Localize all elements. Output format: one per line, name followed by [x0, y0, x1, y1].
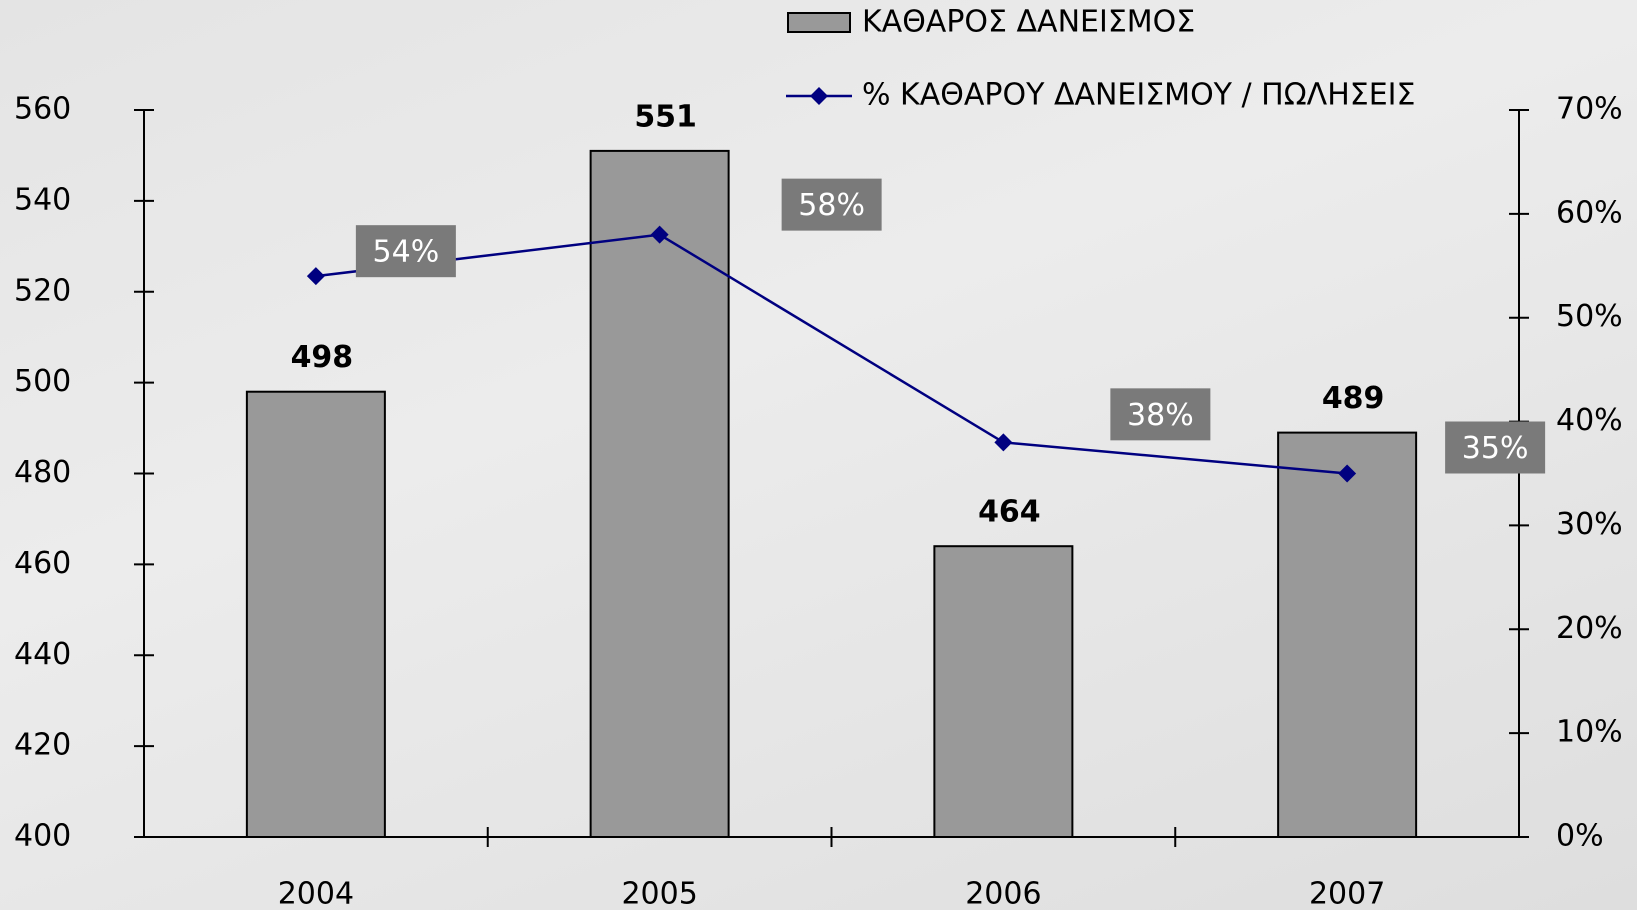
y-tick-label: 480 [14, 455, 71, 490]
y-tick-label: 500 [14, 364, 71, 399]
y2-tick-label: 70% [1556, 92, 1623, 127]
bar-value-label: 498 [291, 340, 354, 375]
line-marker [650, 225, 669, 244]
x-tick-label: 2007 [1309, 877, 1385, 910]
bar [1277, 431, 1418, 838]
bar [933, 545, 1074, 838]
legend-label: % ΚΑΘΑΡΟΥ ΔΑΝΕΙΣΜΟΥ / ΠΩΛΗΣΕΙΣ [862, 78, 1415, 113]
line-value-label: 58% [798, 188, 865, 223]
bar-value-label: 464 [978, 495, 1041, 530]
y2-tick-label: 0% [1556, 819, 1604, 854]
line-label-box [781, 178, 882, 231]
line-value-label: 54% [373, 235, 440, 270]
line-label-box [355, 225, 456, 278]
legend-marker [810, 87, 828, 105]
legend-label: ΚΑΘΑΡΟΣ ΔΑΝΕΙΣΜΟΣ [862, 5, 1195, 40]
x-tick-label: 2004 [278, 877, 354, 910]
x-tick-label: 2006 [965, 877, 1041, 910]
y-tick-label: 420 [14, 728, 71, 763]
y-tick-label: 460 [14, 546, 71, 581]
y2-tick-label: 40% [1556, 403, 1623, 438]
y-tick-label: 540 [14, 182, 71, 217]
y-tick-label: 520 [14, 273, 71, 308]
bar-value-label: 489 [1322, 381, 1385, 416]
line-value-label: 35% [1462, 431, 1529, 466]
line-value-label: 38% [1127, 398, 1194, 433]
line [315, 233, 1348, 475]
legend-swatch [787, 12, 851, 33]
bar-value-label: 551 [634, 99, 697, 134]
line-label-box [1445, 421, 1546, 474]
y2-tick-label: 60% [1556, 195, 1623, 230]
y-tick-label: 440 [14, 637, 71, 672]
y-tick-label: 400 [14, 819, 71, 854]
y2-tick-label: 50% [1556, 299, 1623, 334]
y-tick-label: 560 [14, 92, 71, 127]
bar [589, 149, 730, 839]
x-tick-label: 2005 [621, 877, 697, 910]
line-marker [306, 267, 325, 286]
bar [245, 390, 386, 838]
line-marker [1338, 464, 1357, 483]
y2-tick-label: 30% [1556, 507, 1623, 542]
line-label-box [1110, 388, 1211, 441]
y2-tick-label: 20% [1556, 611, 1623, 646]
y2-tick-label: 10% [1556, 715, 1623, 750]
line-marker [994, 433, 1013, 452]
